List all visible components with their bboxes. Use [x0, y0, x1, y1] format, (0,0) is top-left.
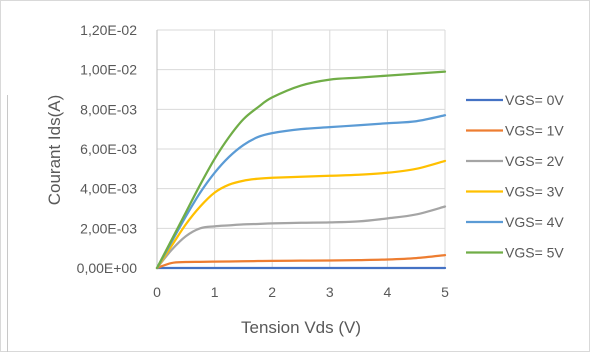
x-tick-label: 4	[384, 284, 392, 300]
plot-area	[155, 70, 447, 270]
x-axis-ticks: 0 1 2 3 4 5	[153, 284, 449, 300]
legend: VGS= 0V VGS= 1V VGS= 2V VGS= 3V VGS= 4V VGS= …	[466, 92, 564, 261]
legend-label-2: VGS= 2V	[505, 153, 564, 169]
series-line-3	[155, 159, 447, 270]
legend-label-0: VGS= 0V	[505, 92, 564, 108]
y-tick-label: 1,20E-02	[80, 22, 137, 38]
y-tick-label: 2,00E-03	[80, 220, 137, 236]
gridlines	[156, 29, 446, 269]
y-tick-label: 4,00E-03	[80, 181, 137, 197]
y-axis-title: Courant Ids(A)	[45, 95, 64, 206]
x-tick-label: 1	[211, 284, 219, 300]
legend-label-1: VGS= 1V	[505, 123, 564, 139]
y-axis-ticks: 0,00E+00 2,00E-03 4,00E-03 6,00E-03 8,00E-03…	[77, 22, 138, 276]
y-tick-label: 8,00E-03	[80, 101, 137, 117]
x-axis-title: Tension Vds (V)	[241, 318, 361, 337]
y-tick-label: 0,00E+00	[77, 260, 138, 276]
y-tick-label: 6,00E-03	[80, 141, 137, 157]
series-line-1	[155, 253, 447, 270]
left-divider	[7, 95, 8, 352]
x-tick-label: 3	[326, 284, 334, 300]
legend-label-3: VGS= 3V	[505, 184, 564, 200]
x-tick-label: 0	[153, 284, 161, 300]
y-tick-label: 1,00E-02	[80, 62, 137, 78]
series-line-4	[155, 114, 447, 270]
series-line-2	[155, 205, 447, 270]
legend-label-4: VGS= 4V	[505, 214, 564, 230]
x-tick-label: 5	[441, 284, 449, 300]
series-line-5	[155, 70, 447, 270]
legend-label-5: VGS= 5V	[505, 245, 564, 261]
x-tick-label: 2	[268, 284, 276, 300]
